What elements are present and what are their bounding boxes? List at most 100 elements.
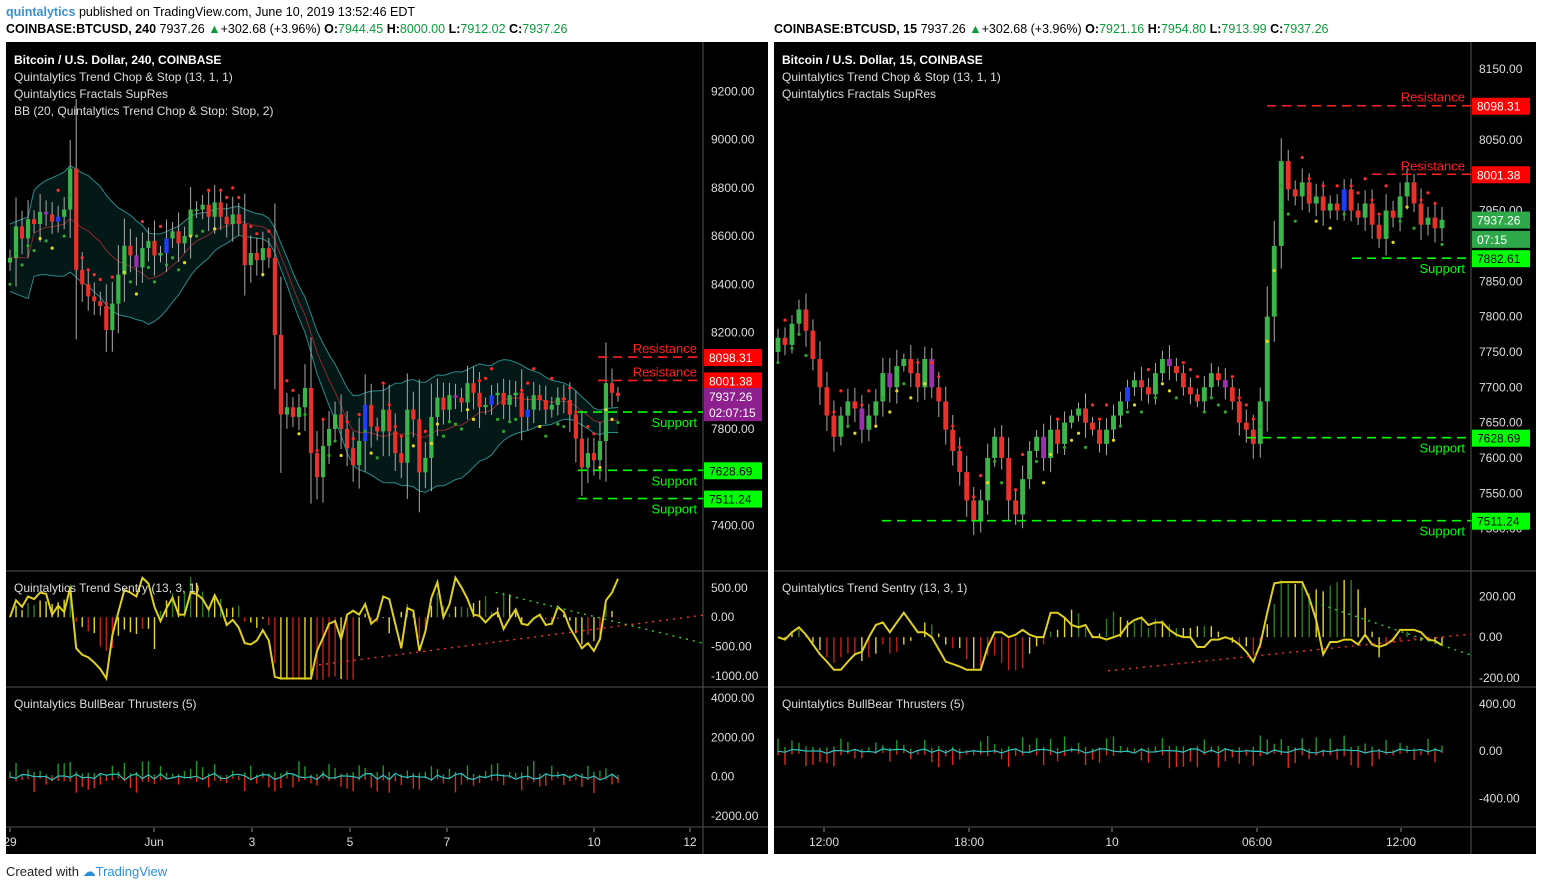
trailing-stop-dot bbox=[170, 256, 175, 260]
trailing-stop-dot bbox=[1307, 177, 1311, 181]
sentry-oscillator-line bbox=[9, 575, 619, 682]
bollinger-band-fill bbox=[10, 165, 618, 493]
price-tick-label: 7850.00 bbox=[1479, 274, 1523, 288]
candle-body bbox=[31, 219, 37, 225]
support-label: Support bbox=[1419, 441, 1465, 456]
candle-body bbox=[615, 392, 621, 396]
trailing-stop-dot bbox=[1258, 424, 1262, 428]
up-arrow-icon: ▲ bbox=[969, 22, 982, 36]
trailing-stop-dot bbox=[429, 441, 433, 446]
trailing-stop-dot bbox=[243, 236, 247, 241]
tradingview-logo-icon[interactable]: ☁ bbox=[82, 864, 96, 879]
right-chart-panel[interactable]: 8150.008100.008050.008000.007950.007850.… bbox=[774, 42, 1536, 854]
trailing-stop-dot bbox=[586, 424, 590, 429]
price-axis-badge bbox=[1472, 211, 1530, 229]
price-axis-badge-text: 07:15 bbox=[1477, 233, 1507, 247]
price-axis-badge-text: 8001.38 bbox=[709, 374, 753, 388]
trailing-stop-dot bbox=[811, 332, 815, 336]
candle-body bbox=[1425, 217, 1431, 225]
candle-body bbox=[188, 209, 193, 237]
candle-body bbox=[1145, 387, 1151, 395]
trailing-stop-dot bbox=[1293, 219, 1297, 223]
candle-body bbox=[1006, 457, 1012, 501]
candle-body bbox=[1020, 479, 1026, 515]
time-tick-label: 3 bbox=[249, 835, 256, 849]
price-axis-badge-text: 02:07:15 bbox=[709, 406, 756, 420]
candle-body bbox=[68, 168, 73, 210]
price-axis-badge-text: 7628.69 bbox=[709, 464, 753, 478]
candle-body bbox=[1320, 196, 1326, 211]
trailing-stop-dot bbox=[1286, 212, 1290, 216]
left-chart-panel[interactable]: 9200.00 9000.00 8800.00 8600.00 8400.00 8200.… bbox=[6, 42, 768, 854]
trailing-stop-dot bbox=[351, 437, 355, 441]
thruster-tick-label: 4000.00 bbox=[711, 691, 755, 705]
trailing-stop-dot bbox=[44, 239, 48, 243]
trailing-stop-dot bbox=[315, 449, 319, 453]
candle-body bbox=[1041, 436, 1047, 458]
candle-body bbox=[411, 409, 416, 420]
thruster-title: Quintalytics BullBear Thrusters (5) bbox=[782, 697, 965, 711]
price-axis-badge bbox=[704, 462, 762, 480]
candle-body bbox=[537, 395, 542, 401]
tradingview-brand[interactable]: TradingView bbox=[95, 864, 168, 879]
sentry-trendline-green bbox=[495, 591, 704, 644]
trailing-stop-dot bbox=[1174, 396, 1178, 400]
trailing-stop-dot bbox=[363, 429, 367, 433]
trailing-stop-dot bbox=[116, 299, 120, 303]
candle-body bbox=[146, 240, 151, 249]
trailing-stop-dot bbox=[881, 396, 885, 400]
candle-body bbox=[501, 392, 506, 405]
publish-line: quintalytics published on TradingView.co… bbox=[6, 5, 415, 19]
trailing-stop-dot bbox=[152, 280, 157, 284]
candle-body bbox=[1194, 394, 1200, 402]
trailing-stop-dot bbox=[604, 408, 608, 412]
sentry-title: Quintalytics Trend Sentry (13, 3, 1) bbox=[782, 581, 967, 595]
price-tick-label: 7700.00 bbox=[1479, 380, 1523, 394]
candle-body bbox=[603, 383, 609, 442]
candle-body bbox=[326, 428, 332, 446]
trailing-stop-dot bbox=[1251, 417, 1255, 421]
candle-body bbox=[1208, 373, 1214, 388]
price-axis-badge bbox=[704, 372, 762, 390]
right-close: 7937.26 bbox=[1283, 22, 1329, 36]
price-axis-badge-text: 7511.24 bbox=[1477, 515, 1520, 529]
candle-body bbox=[74, 168, 79, 270]
left-chart-svg[interactable]: 9200.00 9000.00 8800.00 8600.00 8400.00 8200.… bbox=[6, 42, 768, 854]
trailing-stop-dot bbox=[1391, 240, 1395, 244]
candle-body bbox=[525, 409, 530, 417]
trailing-stop-dot bbox=[122, 270, 126, 274]
candle-body bbox=[866, 415, 872, 430]
right-chart-svg[interactable]: 8150.008100.008050.008000.007950.007850.… bbox=[774, 42, 1536, 854]
trailing-stop-dot bbox=[979, 474, 983, 478]
thruster-signal-line bbox=[777, 748, 1443, 755]
trailing-stop-dot bbox=[1035, 459, 1039, 464]
candle-body bbox=[278, 334, 283, 415]
candle-body bbox=[1257, 401, 1263, 444]
trailing-stop-dot bbox=[279, 386, 283, 390]
trailing-stop-dot bbox=[1160, 382, 1165, 386]
candle-body bbox=[320, 445, 326, 478]
left-quote-line: COINBASE:BTCUSD, 240 7937.26 ▲+302.68 (+… bbox=[6, 22, 568, 36]
time-tick-label: 12 bbox=[683, 835, 697, 849]
trailing-stop-dot bbox=[68, 193, 72, 197]
price-tick-label: 7550.00 bbox=[1479, 486, 1523, 500]
candle-body bbox=[585, 453, 591, 468]
trailing-stop-dot bbox=[538, 424, 542, 429]
trailing-stop-dot bbox=[369, 451, 373, 455]
trailing-stop-dot bbox=[140, 220, 145, 224]
candle-body bbox=[573, 414, 578, 439]
candle-body bbox=[978, 500, 984, 522]
candle-body bbox=[86, 284, 91, 297]
price-axis-badge-text: 8098.31 bbox=[1477, 100, 1521, 114]
candle-body bbox=[561, 397, 566, 401]
price-tick-label: 7650.00 bbox=[1479, 416, 1523, 430]
author-link[interactable]: quintalytics bbox=[6, 5, 76, 19]
candle-body bbox=[230, 214, 235, 225]
left-symbol: COINBASE:BTCUSD, 240 bbox=[6, 22, 157, 36]
trailing-stop-dot bbox=[14, 251, 18, 255]
thruster-tick-label: -400.00 bbox=[1479, 791, 1520, 805]
trailing-stop-dot bbox=[1265, 339, 1269, 343]
candle-body bbox=[176, 231, 181, 244]
candle-body bbox=[1104, 429, 1109, 444]
bollinger-basis bbox=[10, 218, 619, 438]
